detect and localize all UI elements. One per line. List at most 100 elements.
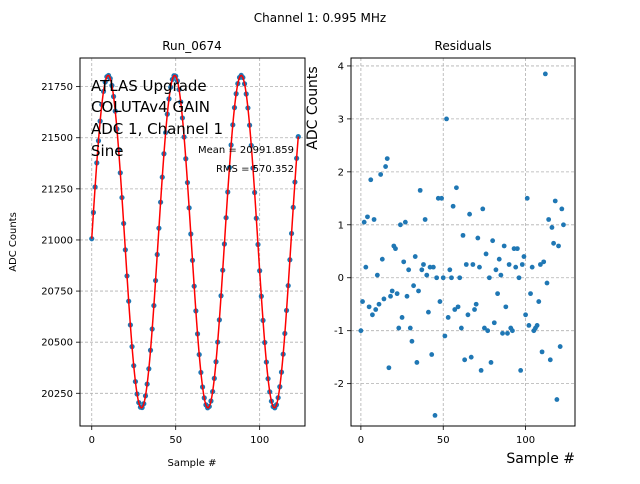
- right-y-tick-label: -1: [334, 326, 344, 337]
- residual-point: [559, 206, 565, 212]
- residual-point: [371, 217, 377, 222]
- residual-point: [457, 275, 463, 281]
- residual-point: [430, 264, 436, 270]
- left-axes-frame: [79, 57, 306, 427]
- residual-point: [437, 299, 443, 304]
- residual-point: [363, 264, 369, 270]
- residual-point: [426, 309, 431, 315]
- residual-point: [462, 357, 468, 363]
- residual-point: [458, 325, 464, 331]
- residual-point: [445, 315, 451, 320]
- annotation-line-4: Sine: [91, 142, 123, 160]
- right-y-tick-label: 0: [338, 273, 344, 284]
- residual-point: [498, 272, 504, 278]
- right-plot-area: [358, 71, 566, 418]
- right-x-tick-label: 0: [358, 435, 364, 446]
- residual-point: [480, 206, 486, 212]
- residual-point: [519, 262, 525, 267]
- left-panel-title: Run_0674: [162, 39, 222, 53]
- residual-point: [386, 365, 392, 371]
- residual-point: [465, 312, 471, 318]
- residual-point: [378, 172, 384, 177]
- residual-point: [373, 307, 379, 312]
- left-y-axis-title: ADC Counts: [8, 212, 19, 272]
- residual-point: [501, 243, 507, 249]
- residual-point: [554, 397, 560, 402]
- residual-point: [376, 301, 382, 307]
- residual-point: [500, 330, 505, 336]
- residual-point: [417, 187, 423, 193]
- right-x-tick-label: 100: [516, 435, 535, 446]
- residual-point: [521, 254, 527, 259]
- residual-point: [513, 264, 519, 270]
- residual-point: [460, 232, 466, 238]
- residual-point: [366, 304, 372, 310]
- residual-point: [434, 275, 440, 281]
- residual-point: [510, 328, 515, 334]
- residual-point: [491, 320, 497, 326]
- residual-point: [488, 360, 494, 365]
- residual-point: [449, 275, 454, 281]
- right-y-tick-label: 2: [338, 167, 344, 178]
- residual-point: [482, 325, 487, 331]
- residual-point: [541, 259, 547, 265]
- annotation-line-3: ADC 1, Channel 1: [91, 120, 223, 138]
- residual-point: [396, 325, 402, 331]
- residual-point: [365, 214, 370, 220]
- residual-point: [398, 222, 403, 228]
- residual-point: [478, 368, 484, 373]
- right-y-tick-label: 1: [338, 220, 344, 231]
- residual-point: [427, 264, 433, 270]
- residual-point: [419, 267, 425, 273]
- left-y-tick-label: 20250: [41, 389, 73, 400]
- residual-point: [477, 264, 482, 270]
- residual-point: [511, 246, 517, 252]
- left-panel: 0 50 100 20250 20500 20750 21000 21250 21500 2175…: [8, 39, 306, 469]
- right-grid: [351, 58, 575, 426]
- right-panel-title: Residuals: [435, 39, 492, 53]
- residual-point: [493, 267, 499, 273]
- residual-point: [483, 251, 489, 257]
- residual-point: [411, 283, 416, 289]
- residual-point: [490, 238, 496, 244]
- residual-point: [368, 177, 374, 183]
- residual-point: [454, 185, 459, 191]
- residual-point: [439, 195, 444, 201]
- residual-point: [547, 357, 553, 363]
- residual-point: [442, 333, 448, 339]
- residual-point: [452, 307, 458, 312]
- residual-point: [561, 222, 566, 228]
- residual-point: [393, 246, 398, 252]
- residual-point: [432, 413, 438, 418]
- residual-point: [409, 338, 415, 344]
- residual-point: [435, 195, 441, 201]
- sine-fit-line: [91, 74, 300, 409]
- residual-point: [528, 291, 533, 297]
- residual-point: [472, 307, 477, 312]
- residual-point: [402, 219, 408, 225]
- left-y-tick-label: 21750: [41, 82, 73, 93]
- right-x-axis-title: Sample #: [506, 451, 575, 467]
- residual-point: [406, 267, 412, 273]
- residual-point: [516, 275, 522, 281]
- left-y-tick-label: 21250: [41, 184, 73, 195]
- residual-point: [463, 262, 469, 267]
- right-y-tick-label: 4: [338, 61, 344, 72]
- left-annotation: ATLAS Upgrade COLUTAv4 GAIN ADC 1, Chann…: [91, 77, 294, 175]
- residual-point: [552, 198, 558, 204]
- stats-mean: Mean = 20991.859: [198, 145, 294, 156]
- residual-point: [503, 304, 509, 310]
- residual-point: [468, 354, 474, 360]
- residual-point: [389, 288, 395, 294]
- right-y-tick-label: -2: [334, 379, 344, 390]
- residual-point: [557, 344, 563, 349]
- residual-point: [526, 322, 532, 328]
- stats-rms: RMS = 570.352: [216, 164, 294, 175]
- left-y-tick-label: 21500: [41, 133, 73, 144]
- right-axes-frame: [350, 57, 576, 427]
- annotation-line-1: ATLAS Upgrade: [91, 77, 207, 95]
- residual-point: [404, 293, 410, 299]
- residual-point: [360, 299, 365, 304]
- residual-point: [485, 328, 491, 334]
- residual-point: [514, 246, 520, 252]
